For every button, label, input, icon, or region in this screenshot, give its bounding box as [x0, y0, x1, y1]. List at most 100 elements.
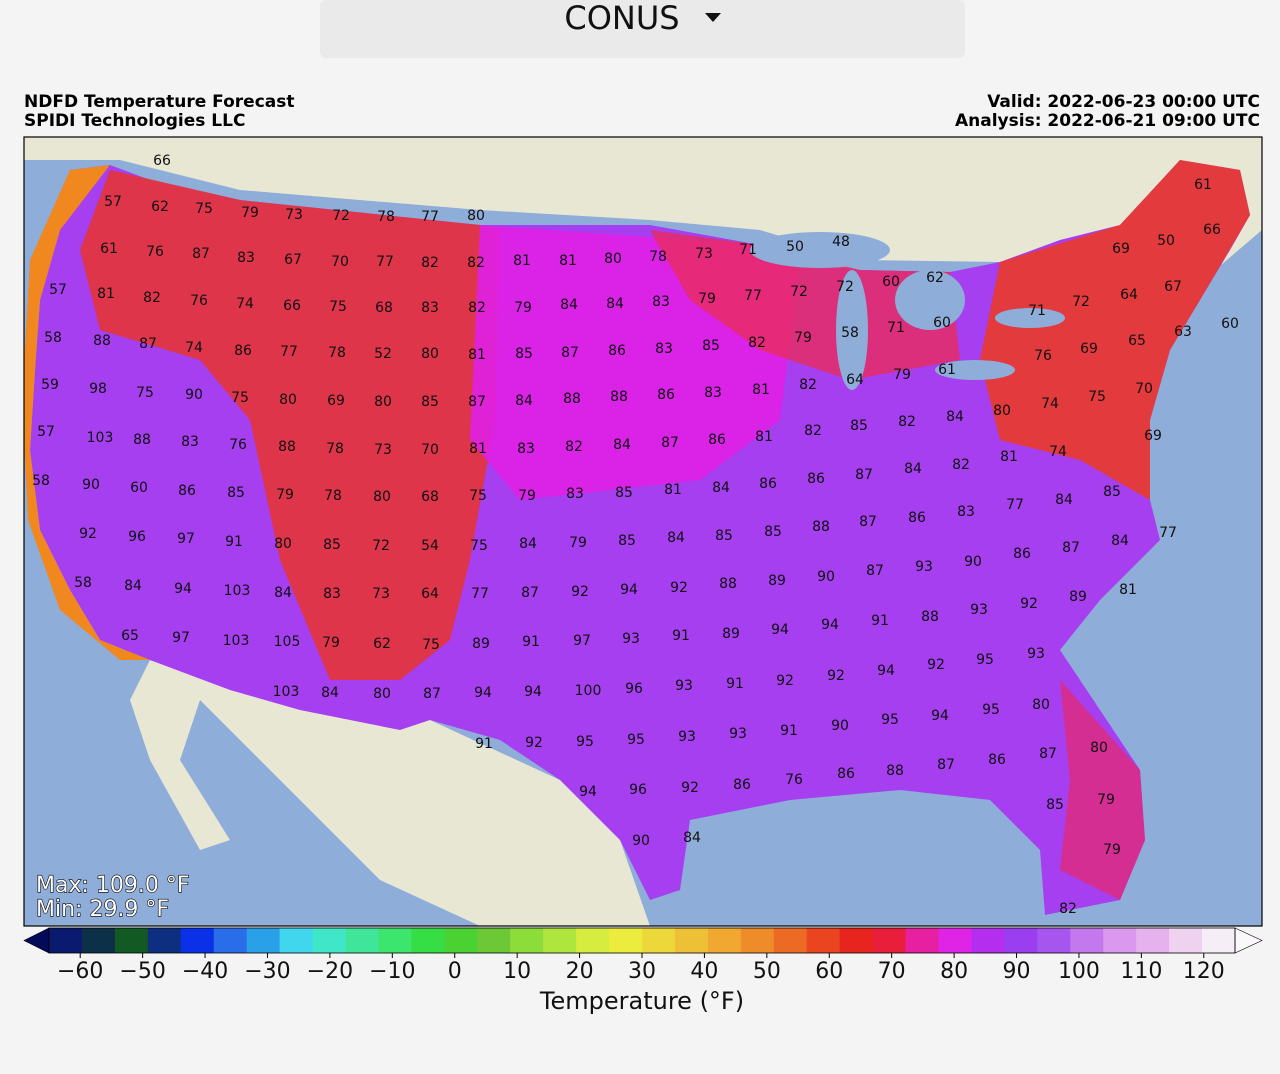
temp-label: 84 [606, 296, 624, 312]
dropdown-arrow[interactable] [705, 13, 721, 22]
temp-label: 87 [661, 435, 679, 451]
temp-label: 80 [1090, 740, 1108, 756]
temp-label: 79 [1103, 842, 1121, 858]
temp-label: 75 [422, 637, 440, 653]
temp-label: 94 [524, 684, 542, 700]
temp-label: 85 [421, 394, 439, 410]
temp-label: 84 [1055, 492, 1073, 508]
colorbar-tick-label: 80 [940, 959, 968, 984]
temp-label: 87 [859, 514, 877, 530]
warm-west [80, 170, 500, 680]
temp-label: 58 [44, 330, 62, 346]
temp-label: 85 [715, 528, 733, 544]
temp-label: 81 [559, 253, 577, 269]
colorbar-tick-label: 50 [753, 959, 781, 984]
temp-label: 80 [374, 394, 392, 410]
temp-label: 76 [1034, 348, 1052, 364]
min-temp: Min: 29.9 °F [36, 897, 169, 922]
colorbar-swatch [1037, 928, 1071, 953]
temp-label: 94 [771, 622, 789, 638]
temp-label: 83 [181, 434, 199, 450]
temp-label: 94 [877, 663, 895, 679]
region-dropdown[interactable] [320, 0, 965, 58]
temp-label: 91 [726, 676, 744, 692]
temp-label: 90 [964, 554, 982, 570]
temp-label: 69 [1144, 428, 1162, 444]
temp-label: 87 [855, 467, 873, 483]
temp-label: 80 [604, 251, 622, 267]
temp-label: 87 [561, 345, 579, 361]
temp-label: 80 [993, 403, 1011, 419]
colorbar-tick-label: 100 [1058, 959, 1100, 984]
temp-label: 75 [231, 390, 249, 406]
region-label[interactable]: CONUS [564, 0, 679, 37]
temp-label: 80 [421, 346, 439, 362]
temp-label: 82 [421, 255, 439, 271]
temp-label: 74 [1049, 444, 1067, 460]
temp-label: 75 [470, 538, 488, 554]
temp-label: 90 [632, 833, 650, 849]
temp-label: 91 [672, 628, 690, 644]
temp-label: 85 [764, 524, 782, 540]
colorbar-swatch [312, 928, 346, 953]
temp-label: 82 [804, 423, 822, 439]
mexico [130, 660, 650, 926]
colorbar-tick-label: 0 [448, 959, 462, 984]
temp-label: 85 [227, 485, 245, 501]
temp-label: 73 [285, 207, 303, 223]
temp-label: 89 [1069, 589, 1087, 605]
temp-label: 95 [881, 712, 899, 728]
temp-label: 86 [234, 343, 252, 359]
temp-label: 84 [321, 685, 339, 701]
temp-label: 94 [620, 582, 638, 598]
temp-label: 92 [79, 526, 97, 542]
temp-label: 83 [957, 504, 975, 520]
temp-label: 87 [468, 394, 486, 410]
temp-label: 79 [569, 535, 587, 551]
temp-label: 68 [375, 300, 393, 316]
temp-label: 86 [608, 343, 626, 359]
temp-label: 87 [937, 757, 955, 773]
temp-label: 88 [610, 389, 628, 405]
temp-label: 93 [678, 729, 696, 745]
temp-label: 62 [151, 199, 169, 215]
temp-label: 58 [32, 473, 50, 489]
temp-label: 48 [832, 234, 850, 250]
temp-label: 92 [571, 584, 589, 600]
canada [24, 137, 1262, 300]
temp-label: 72 [790, 284, 808, 300]
colorbar-tick-label: −40 [182, 959, 228, 984]
temp-label: 76 [785, 772, 803, 788]
temp-label: 74 [185, 340, 203, 356]
colorbar-tick-label: −10 [369, 959, 415, 984]
temp-label: 80 [373, 686, 391, 702]
colorbar-tick-label: −50 [119, 959, 165, 984]
temp-label: 80 [1032, 697, 1050, 713]
map: 66 57 62 75 79 73 72 78 77 80 61 76 87 83 67 70 77 82 82 81… [24, 137, 1262, 926]
temp-label: 86 [1013, 546, 1031, 562]
colorbar-swatch [180, 928, 215, 953]
temp-label: 91 [475, 736, 493, 752]
temp-label: 75 [136, 385, 154, 401]
temp-label: 79 [514, 300, 532, 316]
temp-label: 83 [517, 441, 535, 457]
temp-label: 81 [755, 429, 773, 445]
temp-label: 57 [49, 282, 67, 298]
temp-label: 71 [739, 242, 757, 258]
temp-label: 92 [827, 668, 845, 684]
temp-label: 84 [515, 393, 533, 409]
temp-label: 87 [1062, 540, 1080, 556]
colorbar-swatch [378, 928, 412, 953]
temp-label: 77 [421, 209, 439, 225]
temp-label: 87 [192, 246, 210, 262]
temp-label: 50 [1157, 233, 1175, 249]
colorbar-tick-label: −60 [57, 959, 103, 984]
colorbar-swatch [1103, 928, 1137, 953]
temp-label: 88 [812, 519, 830, 535]
temp-label: 78 [326, 441, 344, 457]
temp-label: 95 [576, 734, 594, 750]
lake-huron [895, 270, 965, 330]
temp-label: 89 [768, 573, 786, 589]
lake-superior [750, 232, 890, 268]
